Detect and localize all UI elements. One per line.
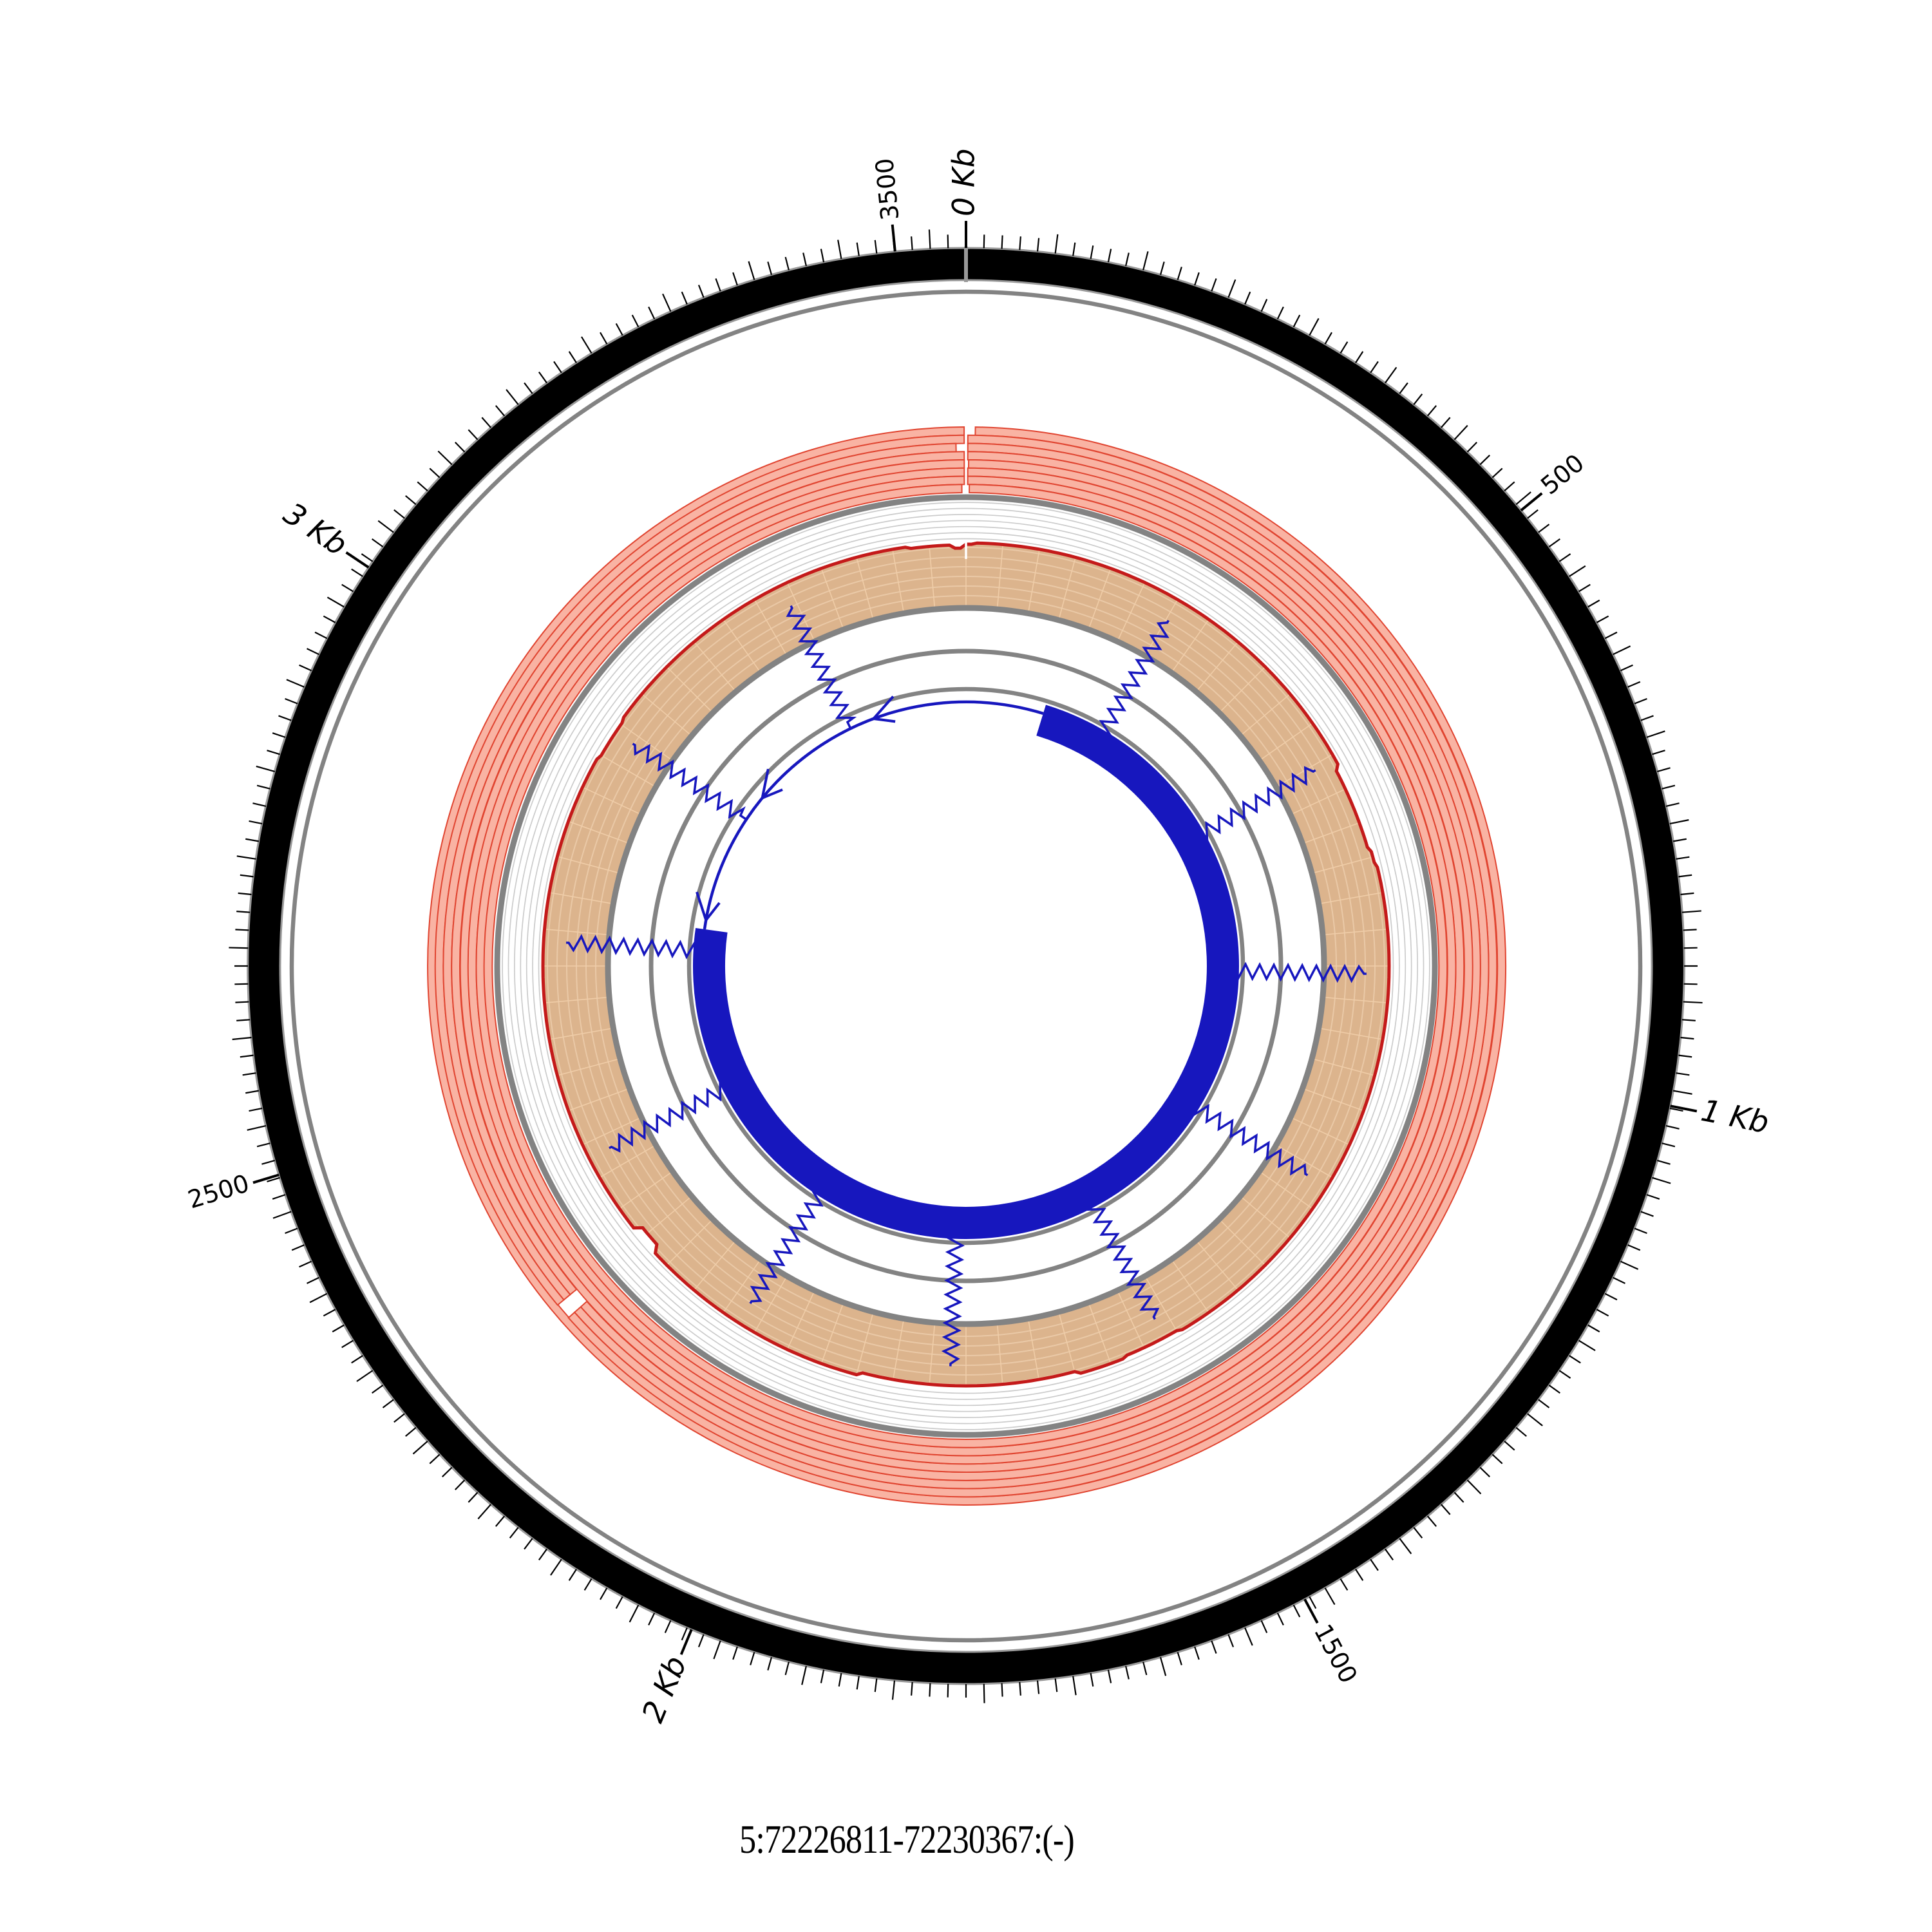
read-row-6: [475, 475, 1457, 1457]
junction-mark-300: [1099, 620, 1170, 738]
reads-track: [427, 426, 1507, 1506]
ruler-ticks: [229, 221, 1703, 1703]
junction-mark-2400: [609, 1080, 730, 1153]
axis-label-3000: 3 Kb: [277, 496, 353, 563]
junction-mark-2100: [749, 1189, 824, 1304]
strand-arrow: [872, 696, 895, 720]
transcript-intron-line: [703, 700, 1044, 930]
junction-mark-3000: [632, 743, 746, 820]
axis-label-500: 500: [1535, 449, 1589, 500]
major-tick-1500: [1303, 1598, 1319, 1624]
major-tick-500: [1520, 492, 1543, 512]
axis-label-3500: 3500: [870, 157, 904, 222]
coverage-outline: [541, 541, 1391, 1388]
strand-arrow: [705, 902, 721, 922]
major-tick-2500: [252, 1173, 279, 1184]
junction-mark-1500: [1084, 1199, 1160, 1320]
coverage-inner-grid: [543, 543, 1389, 1387]
track-boundary-circles: [494, 494, 1438, 1438]
major-tick-3500: [891, 224, 896, 252]
axis-label-1000: 1 Kb: [1698, 1093, 1772, 1141]
region-caption: 5:72226811-72230367:(-): [739, 1818, 1075, 1862]
junction-mark-900: [1231, 961, 1367, 983]
outer-gray-circle: [289, 289, 1643, 1643]
junction-mark-1200: [1191, 1103, 1309, 1177]
major-tick-1000: [1670, 1104, 1698, 1113]
read-row-4: [459, 459, 1473, 1473]
junction-mark-1800: [941, 1231, 965, 1367]
axis-label-2000: 2 Kb: [636, 1651, 694, 1728]
major-tick-3000: [345, 551, 370, 569]
axis-label-2500: 2500: [185, 1169, 252, 1214]
junction-marks: [566, 605, 1367, 1367]
strand-arrow: [761, 768, 770, 799]
transcript-track: [692, 696, 1239, 1239]
junction-mark-3300: [786, 605, 857, 728]
read-row-5: [467, 467, 1465, 1465]
strand-arrow: [761, 788, 783, 800]
junction-mark-2700: [566, 934, 701, 960]
junction-mark-600: [1197, 766, 1316, 843]
read-row-7: [483, 484, 1448, 1448]
axis-label-1500: 1500: [1309, 1620, 1363, 1688]
major-tick-2000: [679, 1629, 693, 1655]
coverage-track: [502, 502, 1430, 1430]
axis-label-0: 0 Kb: [947, 149, 982, 217]
strand-arrow: [696, 891, 708, 921]
strand-arrow: [873, 717, 896, 723]
